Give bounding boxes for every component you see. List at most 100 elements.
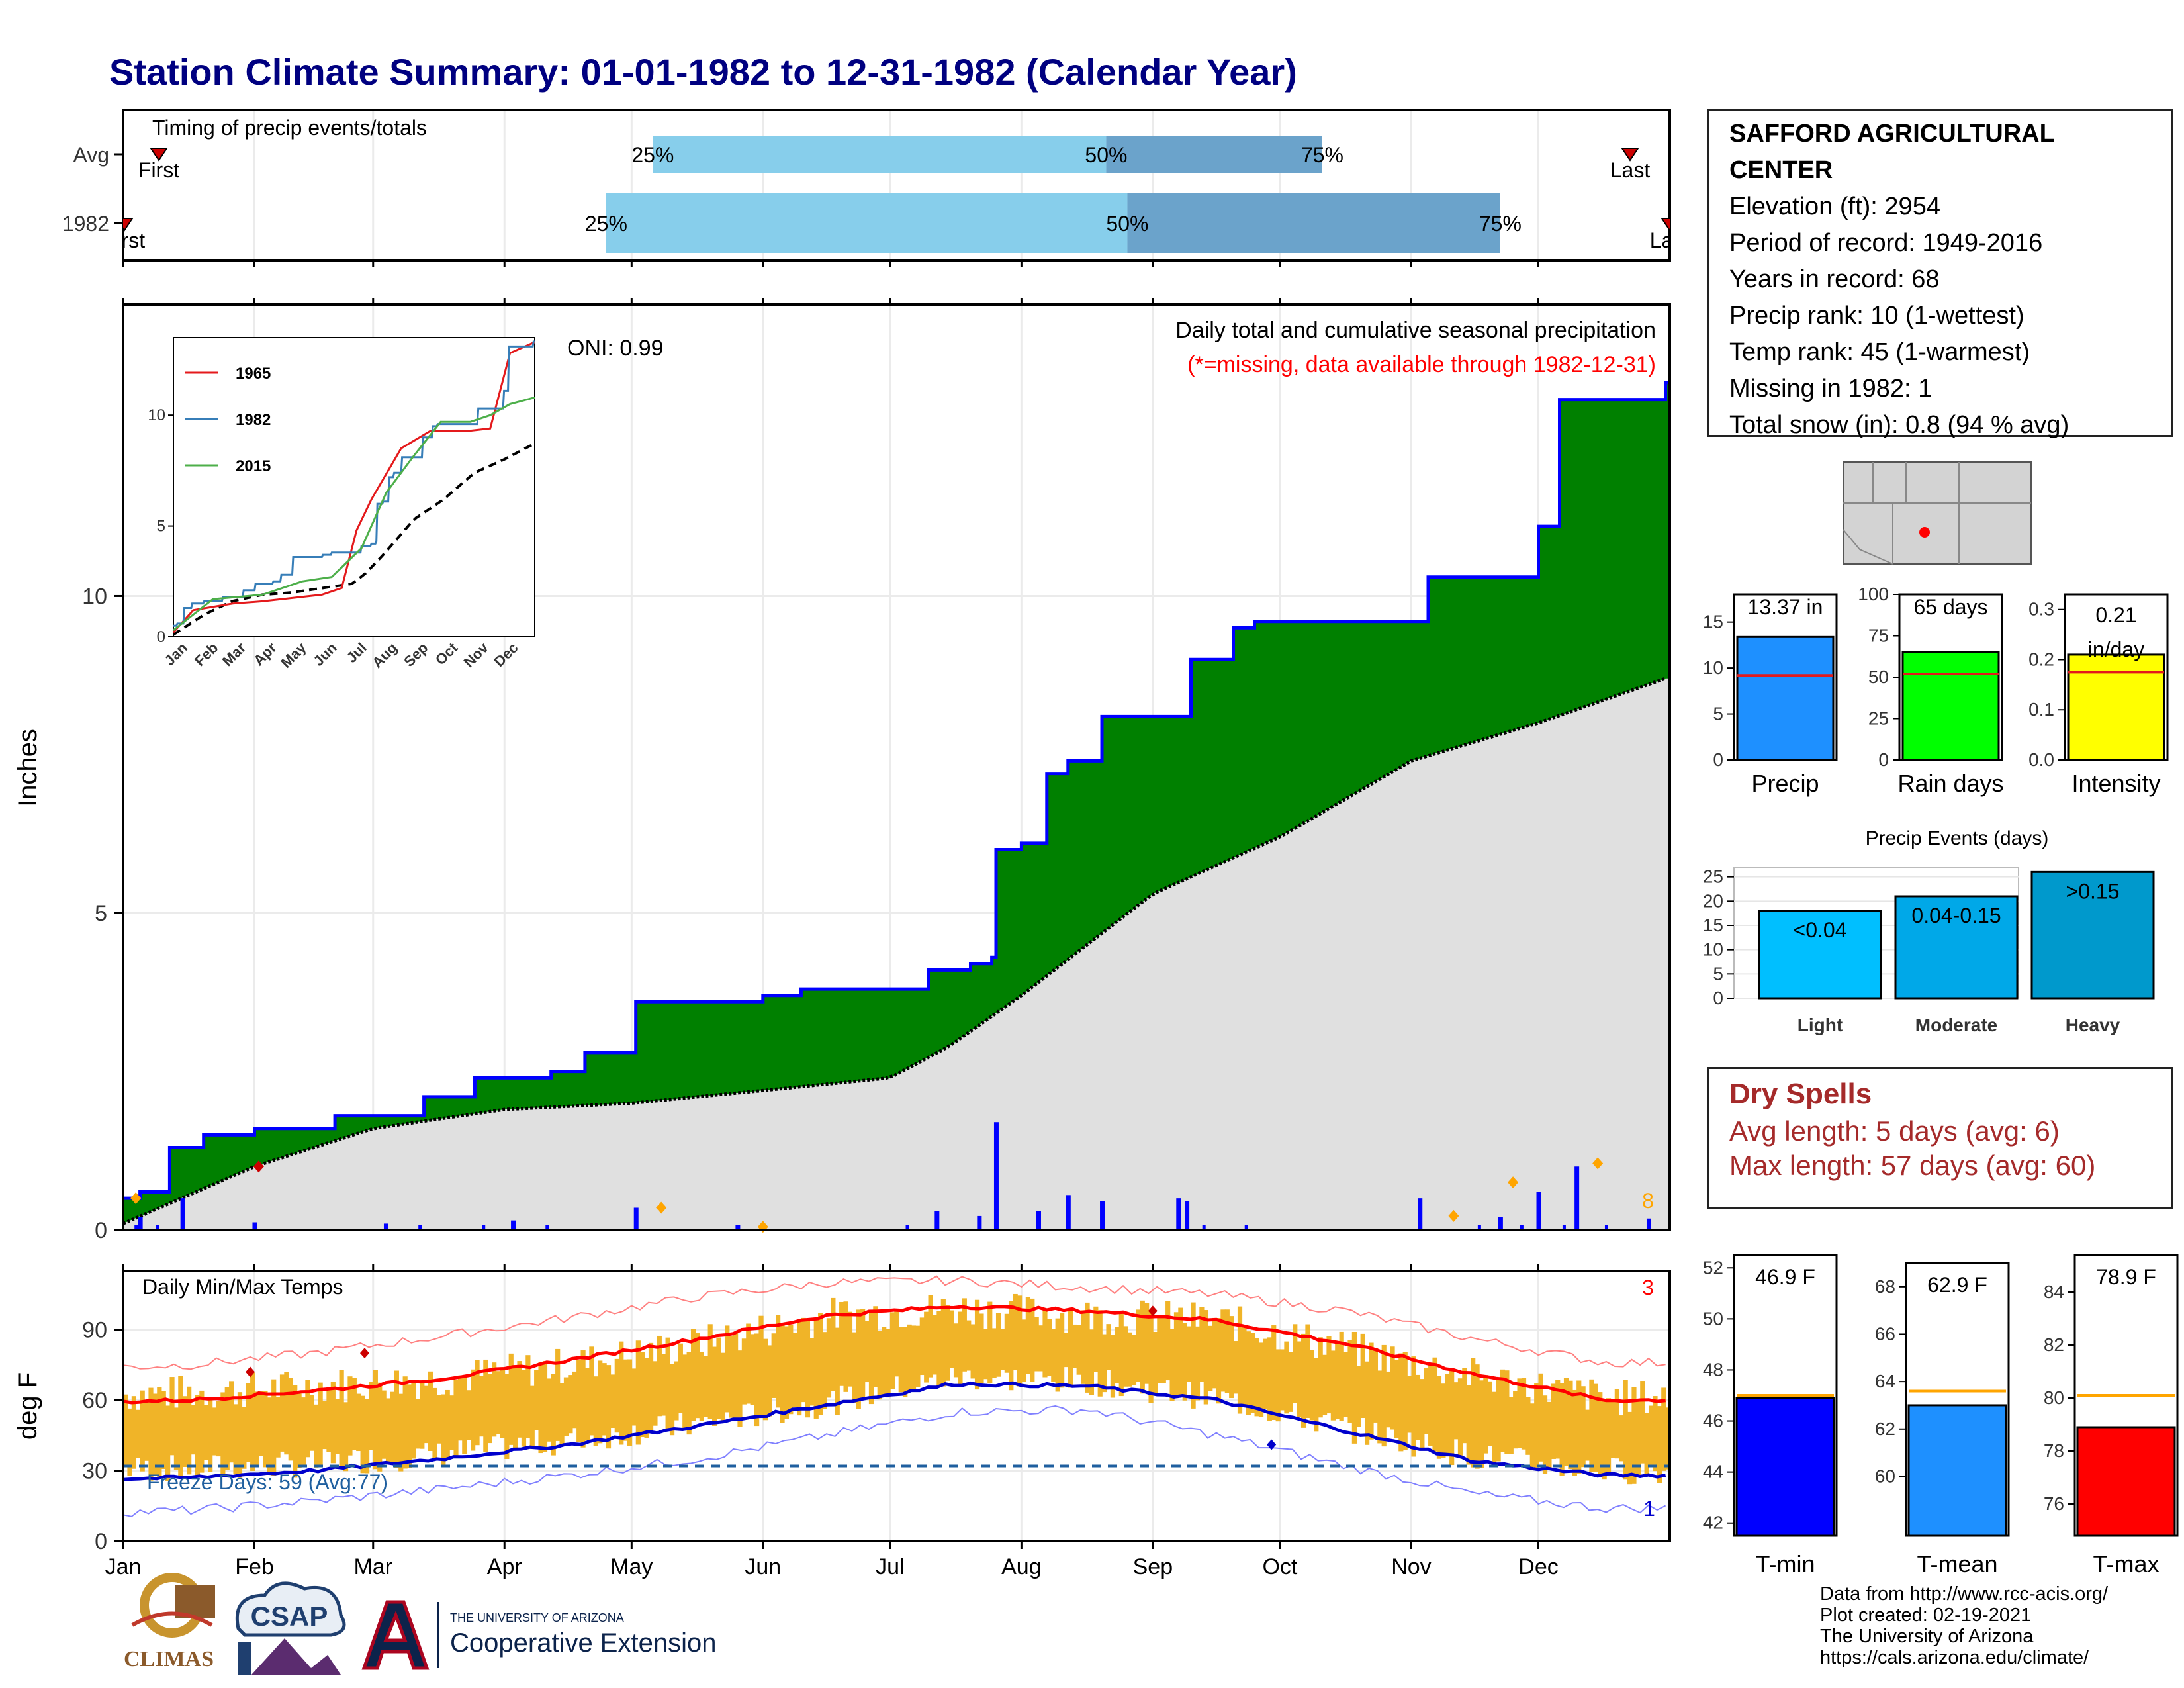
daily-temp-range [369,1382,374,1450]
daily-temp-range [835,1327,840,1415]
daily-temp-range [1110,1335,1116,1398]
daily-temp-range [424,1385,429,1444]
temp-count-bottom: 1 [1643,1497,1655,1521]
daily-temp-range [1173,1312,1179,1399]
events-tick-label: 0 [1713,988,1723,1008]
daily-temp-range [1619,1415,1624,1462]
daily-temp-range [877,1331,882,1400]
daily-temp-range [958,1311,963,1385]
daily-temp-range [1623,1380,1628,1480]
daily-temp-range [711,1346,717,1426]
daily-temp-range [457,1375,463,1441]
temp-summary-label: T-mean [1917,1550,1997,1577]
daily-temp-range [962,1298,967,1372]
last-label: Last [1650,228,1690,252]
daily-precip-bar [993,1122,999,1230]
temp-panel: 0 30 60 90 Daily Min/Max Temps deg F Freeze… [13,1264,1671,1579]
daily-temp-range [1521,1378,1527,1450]
station-info-line: Elevation (ft): 2954 [1729,193,1940,220]
daily-precip-bar [1520,1225,1524,1230]
freeze-days-label: Freeze Days: 59 (Avg:77) [147,1470,388,1494]
daily-temp-range [1212,1317,1217,1389]
daily-temp-range [919,1317,925,1376]
daily-temp-range [1263,1338,1268,1409]
timing-row-label: 1982 [62,212,109,236]
daily-temp-range [1335,1343,1340,1419]
daily-temp-range [1432,1357,1437,1452]
daily-precip-bar [977,1215,982,1230]
temp-summary-tick-label: 44 [1703,1462,1723,1482]
month-label: Feb [235,1554,274,1579]
daily-temp-range [432,1387,437,1459]
temp-summary-tick-label: 80 [2044,1387,2064,1408]
last-marker [1661,218,1670,232]
precip-marker [253,1160,264,1173]
daily-temp-range [1013,1293,1018,1371]
events-bar-label: <0.04 [1794,918,1847,942]
dry-spells-avg: Avg length: 5 days (avg: 6) [1729,1115,2060,1147]
daily-temp-range [1093,1306,1099,1372]
climas-logo: CLIMAS [124,1573,215,1671]
daily-temp-range [746,1323,751,1404]
csap-chart-bars [238,1642,251,1675]
daily-temp-range [1614,1389,1619,1459]
daily-temp-range [1457,1378,1463,1456]
daily-temp-range [1258,1342,1264,1417]
daily-temp-range [657,1335,662,1417]
daily-temp-range [517,1361,522,1438]
daily-temp-range [1351,1331,1357,1444]
daily-temp-range [1279,1349,1285,1411]
credit-source: Data from http://www.rcc-acis.org/ [1820,1583,2109,1605]
daily-temp-range [1420,1379,1425,1450]
csap-logo: CSAP [235,1581,346,1675]
events-category: Light [1797,1015,1843,1035]
daily-temp-range [898,1327,903,1393]
credits: Data from http://www.rcc-acis.org/ Plot … [1820,1583,2108,1668]
temp-summary-1: 42 44 46 48 50 52 46.9 F T-min [1703,1254,1838,1577]
daily-temp-range [924,1311,929,1383]
precip-normal-line [122,677,1666,1225]
timing-p25-label: 25% [585,212,627,236]
temp-summary-tick-label: 76 [2044,1493,2064,1514]
precip-surplus-area [123,382,1670,1224]
daily-temp-range [1131,1335,1137,1385]
daily-temp-range [381,1390,387,1459]
daily-temp-range [686,1352,692,1435]
daily-temp-range [525,1355,531,1438]
daily-precip-bar [1244,1225,1248,1230]
daily-temp-range [1369,1342,1374,1440]
daily-temp-range [674,1361,679,1421]
daily-temp-range [725,1325,730,1413]
daily-temp-range [614,1358,619,1433]
daily-precip-bar [1536,1192,1541,1230]
daily-temp-range [1326,1336,1332,1414]
daily-temp-range [1085,1302,1090,1393]
daily-temp-range [1563,1378,1569,1466]
temp-summary-value [1907,1404,2007,1537]
daily-temp-range [572,1371,577,1429]
events-bar-label: 0.04-0.15 [1911,904,2001,927]
daily-temp-range [610,1374,615,1429]
daily-temp-range [529,1385,535,1448]
daily-temp-range [453,1380,459,1456]
temp-summary-tick-label: 68 [1875,1276,1895,1297]
daily-temp-range [1398,1353,1404,1452]
daily-temp-range [1233,1341,1238,1394]
month-label: Dec [1518,1554,1558,1579]
daily-temp-range [1250,1333,1255,1413]
record-high-line [122,1275,1666,1370]
oni-label: ONI: 0.99 [567,336,664,361]
daily-temp-range [635,1340,641,1445]
daily-temp-range [182,1396,187,1467]
daily-temp-range [1097,1310,1103,1397]
credit-date: Plot created: 02-19-2021 [1820,1605,2032,1626]
timing-edge-markers: First Last [123,218,1690,252]
inset-month-label: Jul [343,639,370,666]
inset-month-label: Oct [432,639,461,668]
daily-temp-range [229,1381,234,1463]
daily-precip-bar [511,1220,516,1230]
month-label: Oct [1262,1554,1297,1579]
daily-temp-range [1602,1399,1607,1480]
precip-marker [1592,1157,1604,1170]
daily-temp-range [1436,1376,1442,1459]
